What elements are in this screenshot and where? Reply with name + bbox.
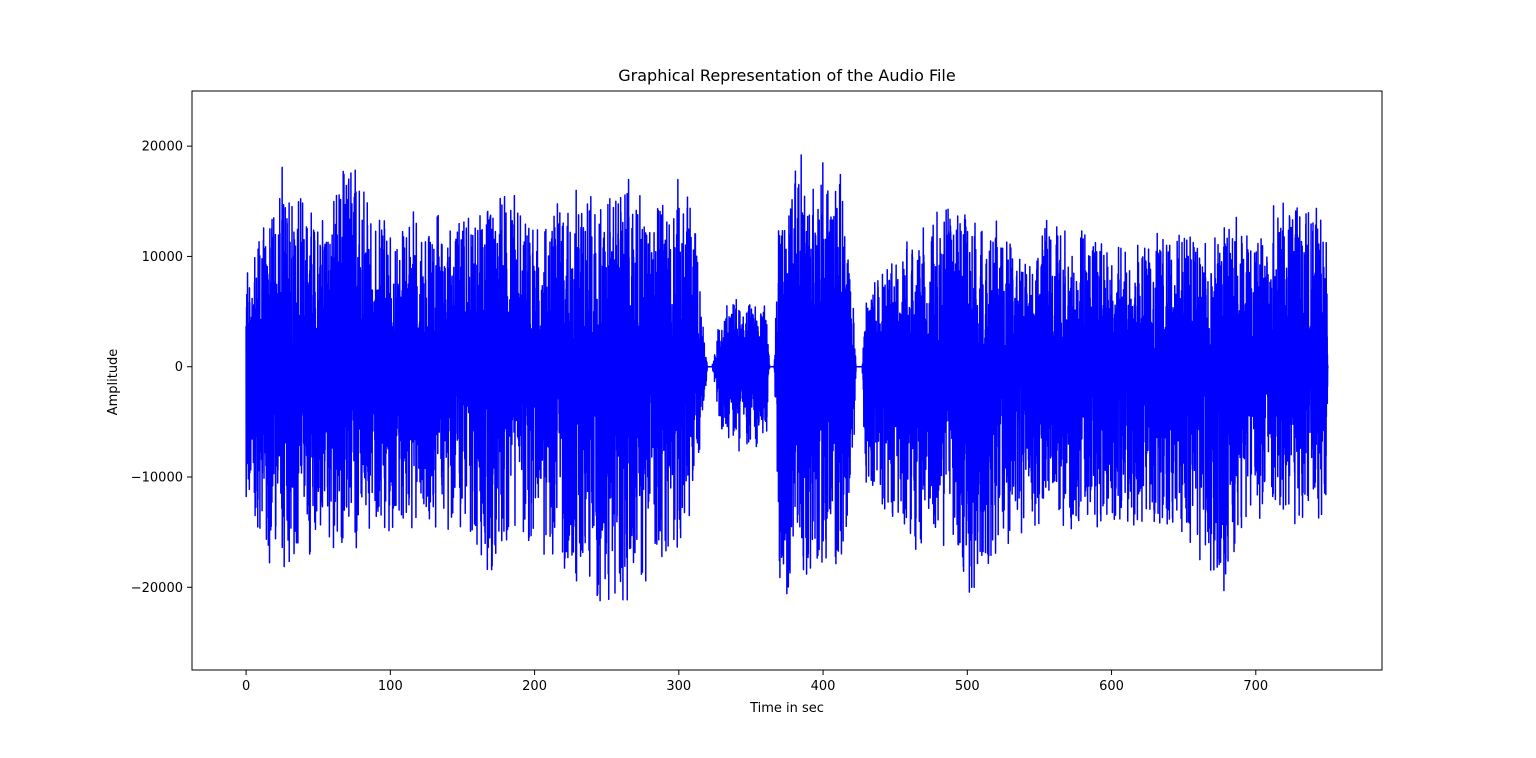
series-line: [245, 154, 1329, 602]
x-tick-label: 500: [955, 679, 980, 694]
axes-frame: [191, 90, 1383, 671]
y-tick-label: 10000: [142, 250, 183, 265]
x-tick-label: 200: [522, 679, 547, 694]
x-tick-label: 400: [811, 679, 836, 694]
x-tick-label: 0: [242, 679, 250, 694]
x-tick-label: 700: [1243, 679, 1268, 694]
x-tick-label: 300: [666, 679, 691, 694]
y-axis-label: Amplitude: [106, 349, 121, 416]
y-tick-label: −10000: [131, 471, 183, 486]
y-tick-label: 0: [175, 360, 183, 375]
x-axis-label: Time in sec: [749, 701, 824, 716]
chart-title: Graphical Representation of the Audio Fi…: [618, 66, 955, 85]
x-tick-label: 100: [378, 679, 403, 694]
plot-area: [245, 154, 1329, 602]
y-tick-label: 20000: [142, 140, 183, 155]
x-axis: 0 100 200 300 400 500 600 700: [242, 670, 1268, 694]
y-axis: −20000 −10000 0 10000 20000: [131, 140, 192, 596]
x-tick-label: 600: [1099, 679, 1124, 694]
y-tick-label: −20000: [131, 581, 183, 596]
